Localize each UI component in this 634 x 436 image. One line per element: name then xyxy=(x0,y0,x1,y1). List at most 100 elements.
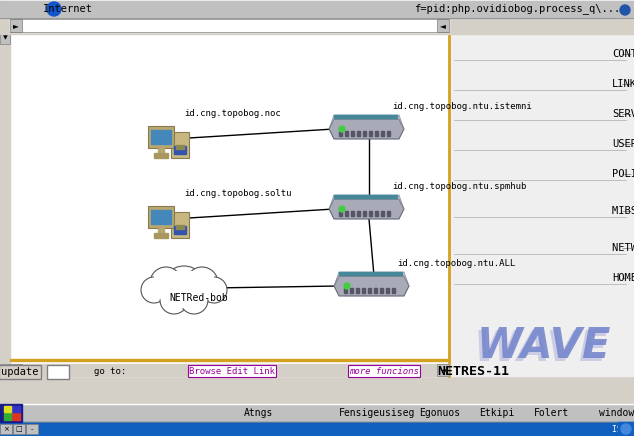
Polygon shape xyxy=(329,119,404,139)
Text: id.cng.topobog.noc: id.cng.topobog.noc xyxy=(184,109,281,118)
Bar xyxy=(148,126,174,148)
Bar xyxy=(0,424,12,434)
Bar xyxy=(387,131,390,136)
Bar xyxy=(0,422,634,436)
Bar xyxy=(345,211,348,216)
Text: ×: × xyxy=(3,426,9,432)
Polygon shape xyxy=(329,195,404,209)
Bar xyxy=(387,211,390,216)
Text: —: — xyxy=(622,79,631,89)
Text: window: window xyxy=(599,408,634,418)
Text: id.cng.topobog.soltu: id.cng.topobog.soltu xyxy=(184,189,292,198)
Bar xyxy=(339,211,342,216)
Text: USERS: USERS xyxy=(612,139,634,149)
Bar xyxy=(4,406,11,412)
Bar xyxy=(10,19,449,32)
Text: Egonuos: Egonuos xyxy=(419,408,460,418)
Bar xyxy=(437,19,449,32)
Text: ◄: ◄ xyxy=(440,21,446,30)
Text: ►: ► xyxy=(13,368,18,372)
Bar xyxy=(449,32,634,376)
Bar xyxy=(0,404,634,422)
Text: WAVE: WAVE xyxy=(477,325,611,367)
Bar xyxy=(0,365,41,379)
Circle shape xyxy=(47,2,61,16)
Bar xyxy=(158,148,164,154)
Text: Folert: Folert xyxy=(534,408,569,418)
Bar xyxy=(334,115,397,118)
Polygon shape xyxy=(329,115,404,129)
Circle shape xyxy=(186,267,218,299)
Circle shape xyxy=(621,424,631,434)
Text: id.cng.topobog.ntu.istemni: id.cng.topobog.ntu.istemni xyxy=(392,102,532,111)
Polygon shape xyxy=(334,272,409,286)
Bar xyxy=(618,422,634,436)
Text: ►: ► xyxy=(13,21,19,30)
Circle shape xyxy=(182,288,206,312)
Bar xyxy=(10,32,449,376)
Text: Etkipi: Etkipi xyxy=(479,408,514,418)
Bar xyxy=(344,288,347,293)
Bar xyxy=(0,0,634,18)
Bar xyxy=(174,226,186,234)
Bar xyxy=(10,364,449,376)
Bar xyxy=(345,131,348,136)
Circle shape xyxy=(152,269,179,296)
Text: —: — xyxy=(622,109,631,119)
Bar xyxy=(0,32,10,376)
Circle shape xyxy=(180,286,208,314)
Bar xyxy=(0,364,10,376)
Circle shape xyxy=(160,286,188,314)
Bar xyxy=(381,131,384,136)
Bar xyxy=(148,206,174,228)
Bar xyxy=(0,32,10,44)
Bar xyxy=(176,145,184,149)
Text: f=pid:php.ovidiobog.process_q\...: f=pid:php.ovidiobog.process_q\... xyxy=(414,3,620,14)
Text: more funcions: more funcions xyxy=(349,367,419,375)
Bar xyxy=(151,130,171,144)
Text: —: — xyxy=(622,169,631,179)
Bar xyxy=(375,211,378,216)
Text: update: update xyxy=(1,367,39,377)
Bar xyxy=(369,131,372,136)
Bar xyxy=(47,365,69,379)
Circle shape xyxy=(203,279,225,301)
Text: HOME: HOME xyxy=(612,273,634,283)
Bar xyxy=(26,424,38,434)
Bar xyxy=(380,288,383,293)
Bar xyxy=(339,131,342,136)
Bar xyxy=(386,288,389,293)
Text: Atngs: Atngs xyxy=(244,408,273,418)
Text: Fensigeusiseg: Fensigeusiseg xyxy=(339,408,415,418)
Polygon shape xyxy=(334,276,409,296)
Text: id.cng.topobog.ntu.spmhub: id.cng.topobog.ntu.spmhub xyxy=(392,182,526,191)
Bar xyxy=(12,406,20,412)
Text: Browse Edit Link: Browse Edit Link xyxy=(189,367,275,375)
Bar xyxy=(171,212,189,238)
Bar xyxy=(351,131,354,136)
Circle shape xyxy=(339,206,345,212)
Text: □: □ xyxy=(16,426,22,432)
Text: —: — xyxy=(622,273,631,283)
Text: ISel bln: Ngugdgsugcl gug Coultol - Wlclosoll luiSlug Exbloler: ISel bln: Ngugdgsugcl gug Coultol - Wlcl… xyxy=(612,425,634,433)
Circle shape xyxy=(344,283,350,289)
Text: —: — xyxy=(622,49,631,59)
Text: Internet: Internet xyxy=(43,4,93,14)
Bar xyxy=(374,288,377,293)
Bar xyxy=(10,359,449,361)
Circle shape xyxy=(141,277,167,303)
Bar xyxy=(176,225,184,229)
Text: —: — xyxy=(622,243,631,253)
Text: ◄: ◄ xyxy=(441,368,445,372)
Bar xyxy=(357,211,360,216)
Bar xyxy=(363,131,366,136)
Bar xyxy=(0,32,634,34)
Bar xyxy=(154,233,168,238)
Bar xyxy=(12,413,20,420)
Bar xyxy=(174,146,186,154)
Bar xyxy=(618,3,632,17)
Text: MIBS MANAGEMENT: MIBS MANAGEMENT xyxy=(612,206,634,216)
Bar xyxy=(334,195,397,198)
Circle shape xyxy=(339,126,345,132)
Bar xyxy=(350,288,353,293)
